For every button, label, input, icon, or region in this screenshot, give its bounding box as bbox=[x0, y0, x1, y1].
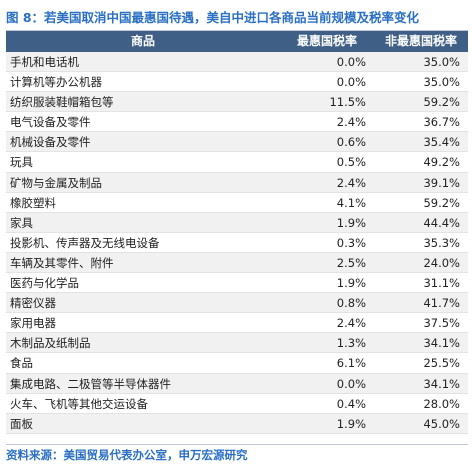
cell-non-mfn-rate: 34.1% bbox=[423, 336, 460, 351]
table-row: 食品 6.1% 25.5% bbox=[6, 353, 468, 374]
cell-product: 玩具 bbox=[10, 155, 33, 170]
cell-mfn-rate: 0.0% bbox=[336, 376, 366, 391]
table-row: 矿物与金属及制品 2.4% 39.1% bbox=[6, 172, 468, 193]
cell-product: 木制品及纸制品 bbox=[10, 336, 91, 351]
cell-mfn-rate: 0.6% bbox=[336, 135, 366, 150]
table-row: 纺织服装鞋帽箱包等 11.5% 59.2% bbox=[6, 92, 468, 113]
table-row: 家用电器 2.4% 37.5% bbox=[6, 313, 468, 334]
cell-product: 纺织服装鞋帽箱包等 bbox=[10, 95, 114, 110]
tariff-table: 商品 最惠国税率 非最惠国税率 手机和电话机 0.0% 35.0% 计算机等办公机器 0… bbox=[6, 31, 468, 434]
cell-mfn-rate: 0.0% bbox=[336, 75, 366, 90]
table-row: 手机和电话机 0.0% 35.0% bbox=[6, 52, 468, 73]
cell-product: 橡胶塑料 bbox=[10, 195, 56, 210]
cell-mfn-rate: 11.5% bbox=[329, 95, 366, 110]
table-row: 投影机、传声器及无线电设备 0.3% 35.3% bbox=[6, 232, 468, 253]
table-row: 橡胶塑料 4.1% 59.2% bbox=[6, 192, 468, 213]
source-note: 资料来源：美国贸易代表办公室，申万宏源研究 bbox=[6, 444, 468, 465]
cell-product: 集成电路、二极管等半导体器件 bbox=[10, 376, 171, 391]
table-row: 玩具 0.5% 49.2% bbox=[6, 152, 468, 173]
table-row: 木制品及纸制品 1.3% 34.1% bbox=[6, 333, 468, 354]
cell-product: 家具 bbox=[10, 215, 33, 230]
cell-product: 面板 bbox=[10, 416, 33, 431]
table-row: 车辆及其零件、附件 2.5% 24.0% bbox=[6, 252, 468, 274]
cell-product: 矿物与金属及制品 bbox=[10, 175, 102, 190]
cell-mfn-rate: 1.9% bbox=[336, 276, 366, 291]
cell-product: 计算机等办公机器 bbox=[10, 75, 102, 90]
cell-mfn-rate: 2.4% bbox=[336, 115, 366, 130]
table-row: 精密仪器 0.8% 41.7% bbox=[6, 293, 468, 314]
cell-non-mfn-rate: 35.3% bbox=[423, 235, 460, 250]
cell-mfn-rate: 1.9% bbox=[336, 215, 366, 230]
table-row: 计算机等办公机器 0.0% 35.0% bbox=[6, 72, 468, 93]
table-row: 面板 1.9% 45.0% bbox=[6, 413, 468, 434]
header-product: 商品 bbox=[130, 34, 155, 48]
cell-product: 电气设备及零件 bbox=[10, 115, 91, 130]
table-row: 医药与化学品 1.9% 31.1% bbox=[6, 273, 468, 294]
cell-product: 机械设备及零件 bbox=[10, 135, 91, 150]
cell-non-mfn-rate: 35.4% bbox=[423, 135, 460, 150]
cell-non-mfn-rate: 59.2% bbox=[423, 195, 460, 210]
table-row: 家具 1.9% 44.4% bbox=[6, 212, 468, 233]
cell-product: 车辆及其零件、附件 bbox=[10, 255, 114, 270]
header-non-mfn-rate: 非最惠国税率 bbox=[384, 34, 457, 48]
cell-non-mfn-rate: 49.2% bbox=[423, 155, 460, 170]
cell-product: 火车、飞机等其他交运设备 bbox=[10, 396, 148, 411]
cell-mfn-rate: 0.0% bbox=[336, 55, 366, 69]
cell-non-mfn-rate: 31.1% bbox=[423, 276, 460, 291]
cell-mfn-rate: 2.4% bbox=[336, 175, 366, 190]
cell-non-mfn-rate: 44.4% bbox=[423, 215, 460, 230]
cell-mfn-rate: 0.5% bbox=[336, 155, 366, 170]
table-row: 机械设备及零件 0.6% 35.4% bbox=[6, 132, 468, 153]
header-mfn-rate: 最惠国税率 bbox=[296, 34, 357, 48]
table-body: 手机和电话机 0.0% 35.0% 计算机等办公机器 0.0% 35.0% 纺织服装鞋帽箱包… bbox=[6, 52, 468, 434]
cell-non-mfn-rate: 25.5% bbox=[423, 356, 460, 371]
cell-mfn-rate: 2.4% bbox=[336, 316, 366, 331]
cell-product: 手机和电话机 bbox=[10, 55, 79, 69]
cell-non-mfn-rate: 59.2% bbox=[423, 95, 460, 110]
cell-mfn-rate: 0.3% bbox=[336, 235, 366, 250]
cell-mfn-rate: 0.8% bbox=[336, 296, 366, 311]
table-header-row: 商品 最惠国税率 非最惠国税率 bbox=[6, 31, 468, 52]
cell-non-mfn-rate: 45.0% bbox=[423, 416, 460, 431]
cell-mfn-rate: 1.3% bbox=[336, 336, 366, 351]
cell-non-mfn-rate: 35.0% bbox=[423, 55, 460, 69]
table-row: 火车、飞机等其他交运设备 0.4% 28.0% bbox=[6, 393, 468, 414]
table-row: 集成电路、二极管等半导体器件 0.0% 34.1% bbox=[6, 373, 468, 394]
cell-mfn-rate: 2.5% bbox=[336, 255, 366, 270]
cell-product: 医药与化学品 bbox=[10, 276, 79, 291]
cell-non-mfn-rate: 37.5% bbox=[423, 316, 460, 331]
cell-mfn-rate: 0.4% bbox=[336, 396, 366, 411]
cell-mfn-rate: 1.9% bbox=[336, 416, 366, 431]
cell-non-mfn-rate: 36.7% bbox=[423, 115, 460, 130]
cell-non-mfn-rate: 41.7% bbox=[423, 296, 460, 311]
cell-non-mfn-rate: 24.0% bbox=[423, 255, 460, 270]
cell-product: 食品 bbox=[10, 356, 33, 371]
cell-product: 家用电器 bbox=[10, 316, 56, 331]
cell-mfn-rate: 6.1% bbox=[336, 356, 366, 371]
cell-non-mfn-rate: 39.1% bbox=[423, 175, 460, 190]
cell-non-mfn-rate: 35.0% bbox=[423, 75, 460, 90]
cell-product: 精密仪器 bbox=[10, 296, 56, 311]
cell-non-mfn-rate: 34.1% bbox=[423, 376, 460, 391]
table-row: 电气设备及零件 2.4% 36.7% bbox=[6, 112, 468, 133]
cell-non-mfn-rate: 28.0% bbox=[423, 396, 460, 411]
cell-mfn-rate: 4.1% bbox=[336, 195, 366, 210]
figure-title: 图 8：若美国取消中国最惠国待遇，美自中进口各商品当前规模及税率变化 bbox=[6, 6, 468, 31]
cell-product: 投影机、传声器及无线电设备 bbox=[10, 235, 160, 250]
